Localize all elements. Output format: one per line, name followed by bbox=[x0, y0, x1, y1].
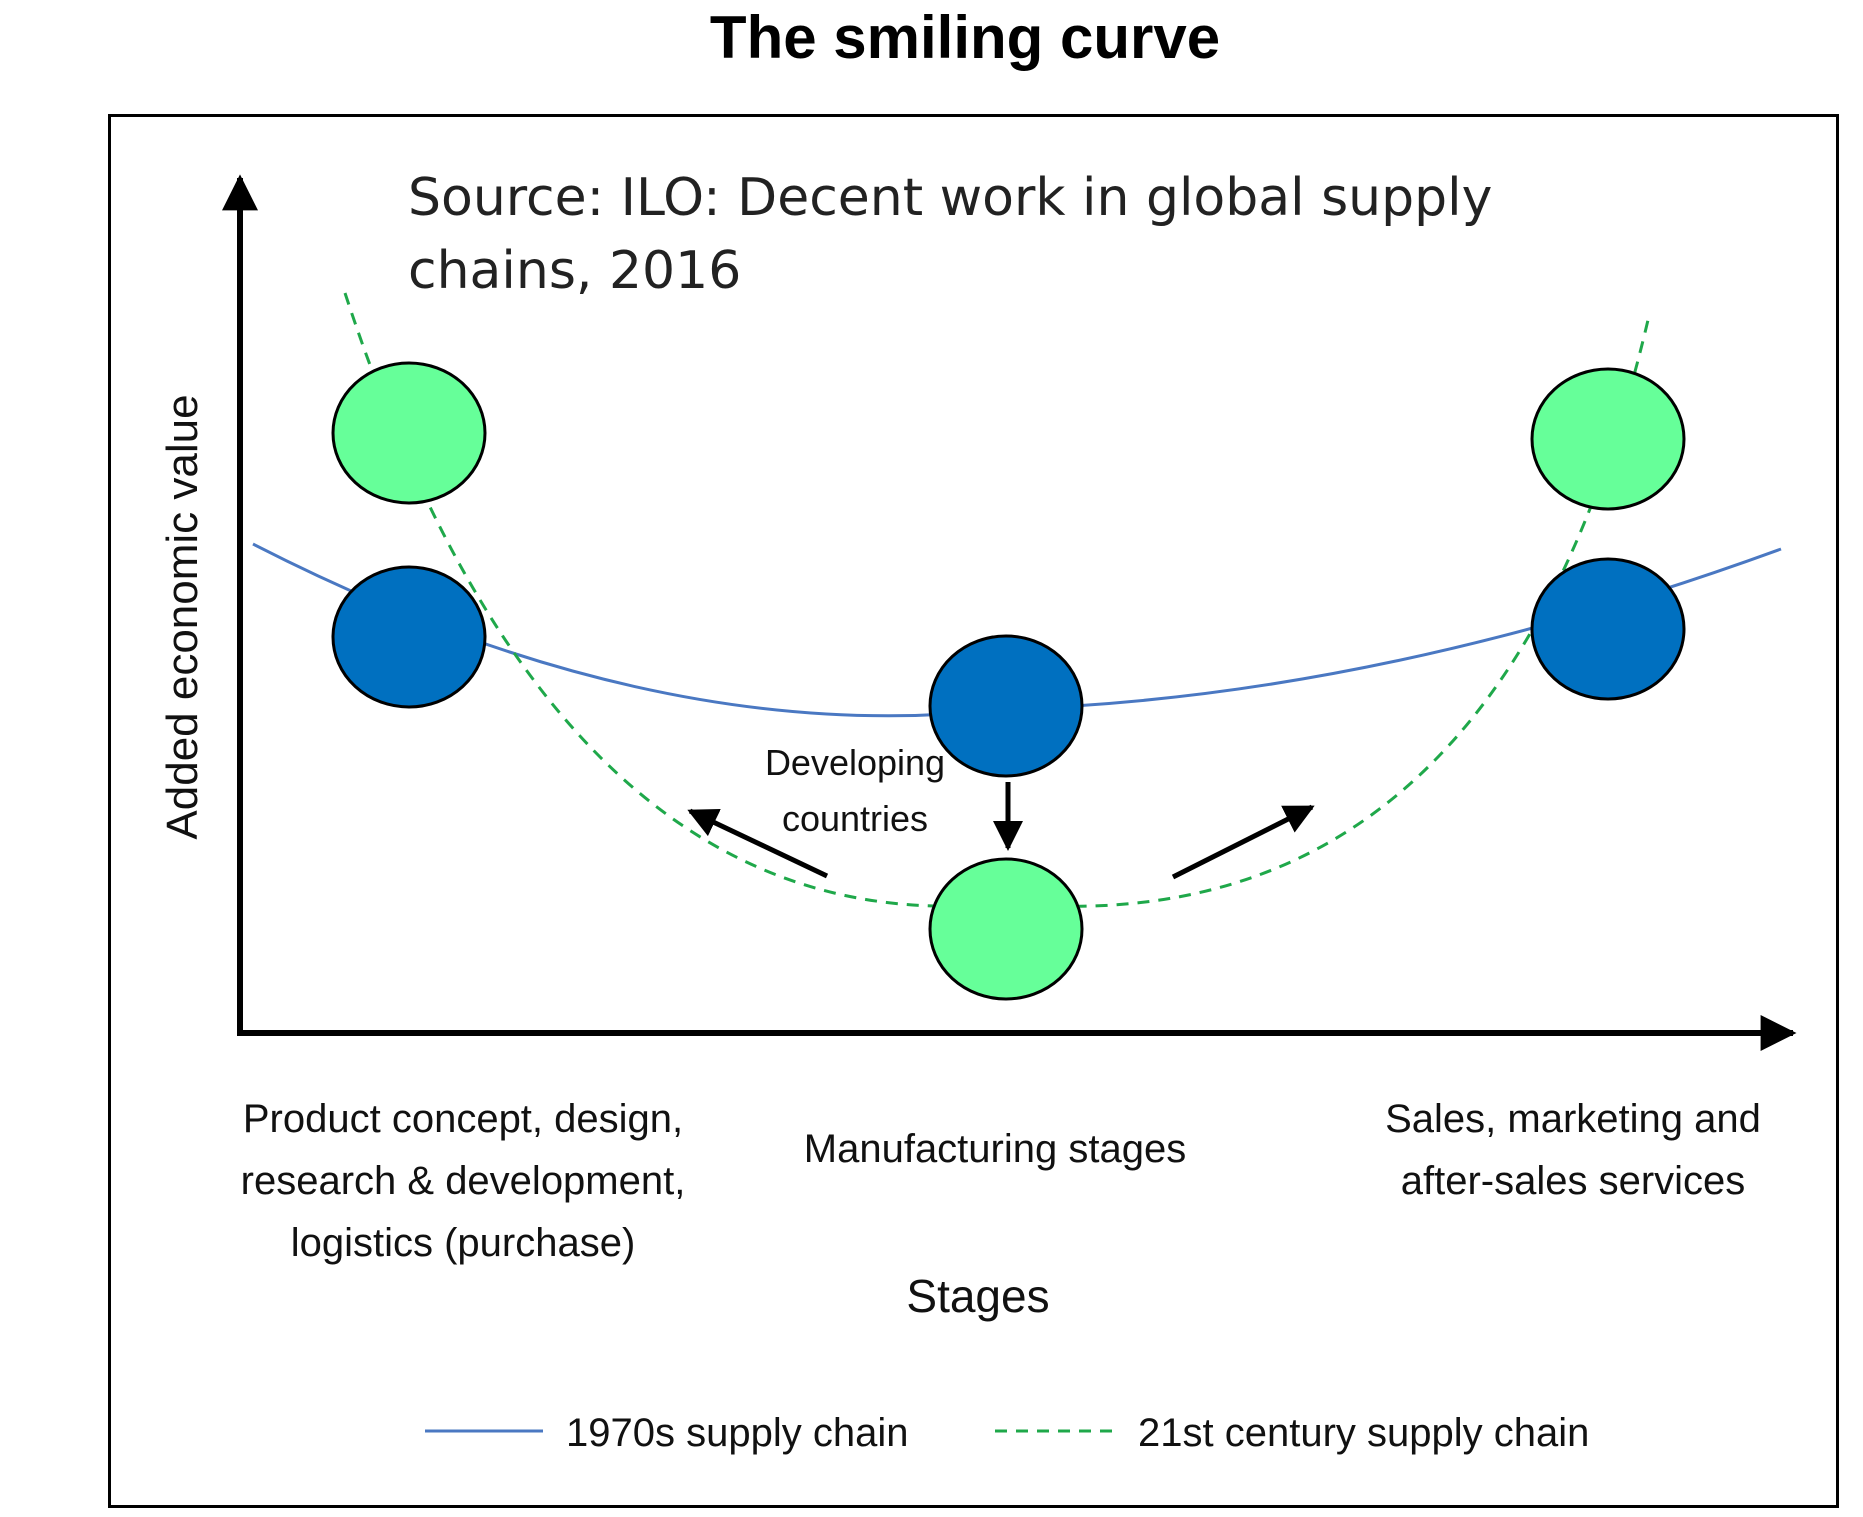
legend-label-1970s: 1970s supply chain bbox=[566, 1411, 908, 1455]
annotation-line-2: countries bbox=[782, 798, 928, 839]
page-title: The smiling curve bbox=[709, 4, 1221, 71]
source-line-2: chains, 2016 bbox=[408, 241, 741, 301]
diagram-frame bbox=[108, 114, 1839, 1508]
arrow-left-up bbox=[687, 808, 829, 879]
node-1970s-middle bbox=[928, 634, 1084, 778]
stage-left-line-1: Product concept, design, bbox=[243, 1097, 683, 1141]
stage-right-line-2: after-sales services bbox=[1401, 1159, 1746, 1203]
legend-label-21st-century: 21st century supply chain bbox=[1138, 1411, 1589, 1455]
node-1970s-left bbox=[331, 565, 487, 709]
stage-right-line-1: Sales, marketing and bbox=[1385, 1097, 1761, 1141]
source-line-1: Source: ILO: Decent work in global suppl… bbox=[408, 168, 1492, 228]
node-21st-left bbox=[331, 361, 487, 505]
stage-left-line-2: research & development, bbox=[241, 1159, 686, 1203]
node-21st-right bbox=[1530, 367, 1686, 511]
node-1970s-right bbox=[1530, 557, 1686, 701]
stage-left-line-3: logistics (purchase) bbox=[291, 1221, 636, 1265]
arrow-right-up bbox=[1171, 804, 1315, 880]
curve-21st-century bbox=[343, 292, 1650, 908]
stage-middle: Manufacturing stages bbox=[804, 1127, 1186, 1171]
legend: 1970s supply chain 21st century supply c… bbox=[425, 1411, 1589, 1455]
annotation-line-1: Developing bbox=[765, 742, 945, 783]
x-axis-label: Stages bbox=[906, 1270, 1049, 1322]
y-axis-label: Added economic value bbox=[158, 394, 207, 839]
node-21st-middle bbox=[928, 857, 1084, 1001]
